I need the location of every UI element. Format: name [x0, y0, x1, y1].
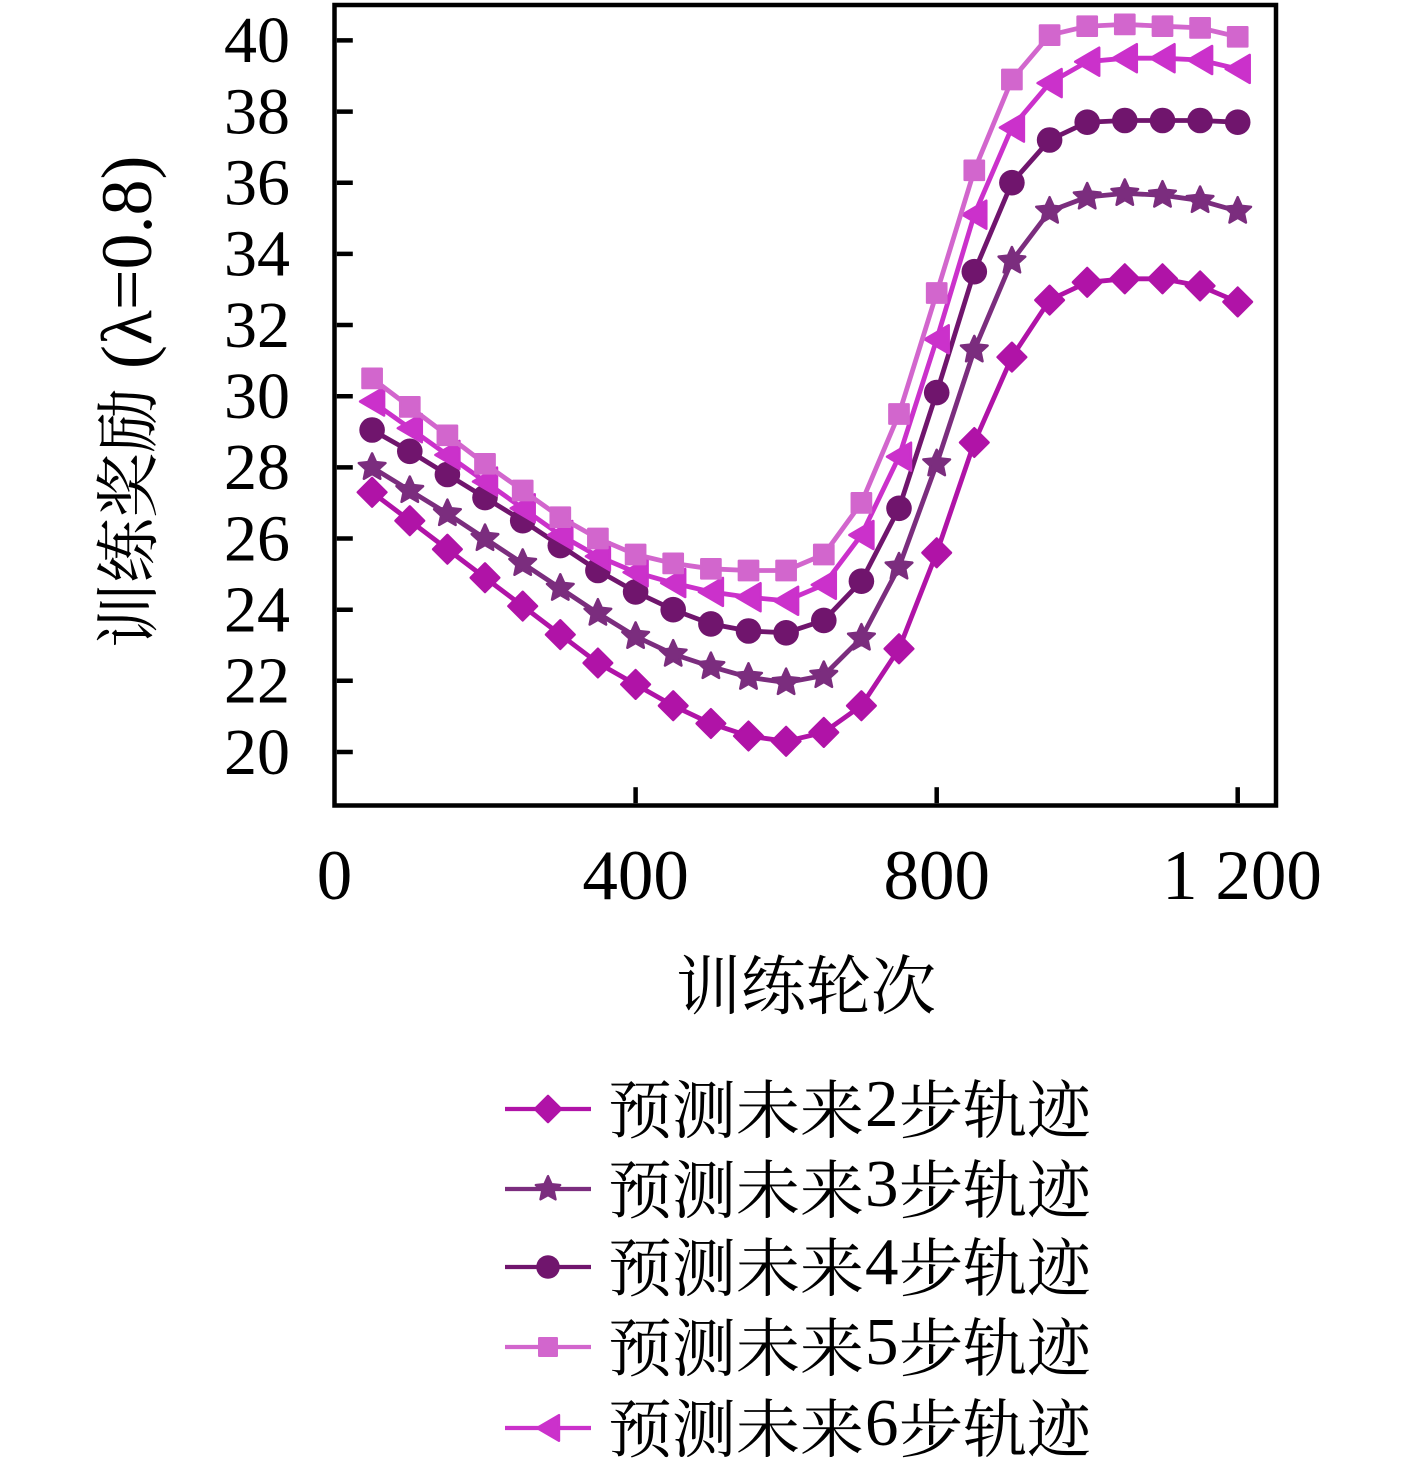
svg-text:6: 6	[865, 1386, 899, 1460]
svg-text:38: 38	[224, 75, 290, 148]
svg-text:32: 32	[224, 289, 290, 362]
svg-text:36: 36	[224, 147, 290, 220]
svg-text:800: 800	[883, 837, 990, 915]
svg-text:400: 400	[582, 837, 689, 915]
svg-text:1 200: 1 200	[1162, 837, 1322, 915]
svg-text:26: 26	[224, 502, 290, 575]
svg-text:22: 22	[224, 645, 290, 718]
svg-text:0: 0	[317, 837, 353, 915]
svg-text:34: 34	[224, 218, 290, 291]
svg-text:40: 40	[224, 4, 290, 77]
svg-text:24: 24	[224, 574, 290, 647]
svg-text:5: 5	[865, 1305, 899, 1379]
svg-text:28: 28	[224, 431, 290, 504]
svg-text:20: 20	[224, 716, 290, 789]
svg-text:(λ=0.8): (λ=0.8)	[87, 156, 167, 369]
svg-text:2: 2	[865, 1067, 899, 1141]
svg-text:30: 30	[224, 360, 290, 433]
svg-text:3: 3	[865, 1147, 899, 1221]
svg-text:4: 4	[865, 1225, 899, 1299]
